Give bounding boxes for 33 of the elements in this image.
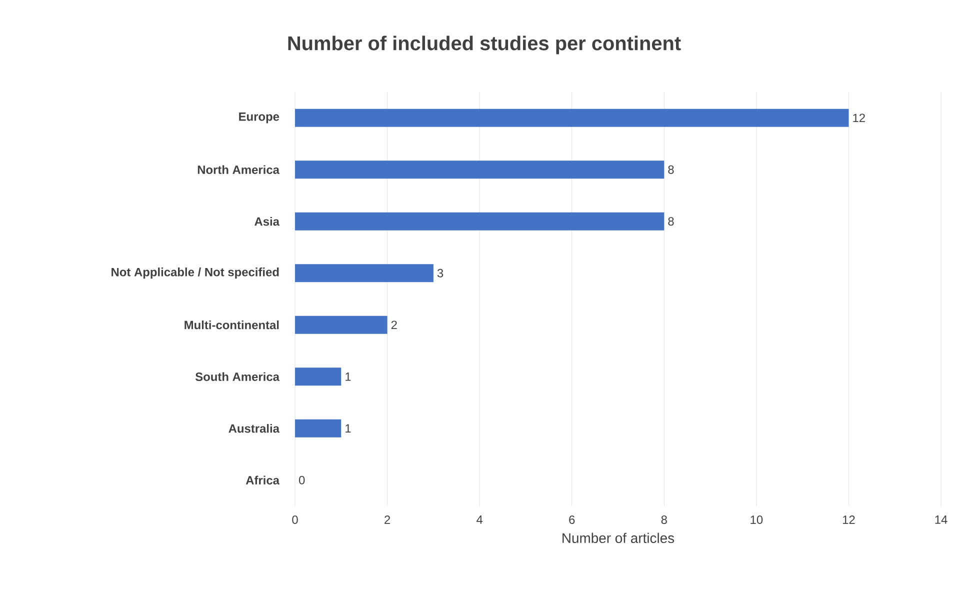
data-label: 8 [668, 217, 674, 226]
y-tick-label: Asia [254, 216, 280, 226]
data-label: 12 [853, 114, 865, 122]
data-label: 0 [298, 476, 305, 484]
data-label: 8 [668, 165, 674, 174]
bar [295, 419, 342, 438]
x-tick-label: 12 [842, 516, 855, 524]
x-tick-label: 4 [476, 516, 483, 524]
x-tick-label: 2 [384, 516, 390, 524]
y-tick-label: Africa [246, 476, 280, 484]
y-tick-label: Australia [228, 424, 280, 433]
y-tick-label: Multi-continental [184, 320, 279, 330]
y-tick-label: Not Applicable / Not specified [112, 268, 279, 279]
chart-title: Number of included studies per continent [288, 36, 681, 54]
x-tick-label: 14 [935, 516, 948, 524]
bar [295, 316, 388, 334]
data-label: 1 [346, 372, 351, 381]
x-tick-label: 10 [750, 516, 763, 524]
bar [295, 212, 664, 230]
x-tick-label: 6 [569, 516, 575, 524]
y-tick-label: Europe [239, 112, 280, 124]
bar [295, 108, 849, 127]
y-tick-label: South America [195, 372, 280, 381]
data-label: 1 [346, 424, 351, 432]
data-label: 3 [437, 268, 444, 278]
bar [295, 160, 664, 179]
y-tick-label: North America [198, 165, 280, 174]
x-axis-title: Number of articles [562, 532, 674, 544]
x-tick-label: 0 [292, 516, 298, 524]
x-tick-label: 8 [661, 516, 667, 524]
bar [295, 368, 342, 386]
bar [295, 264, 434, 282]
data-label: 2 [391, 320, 397, 330]
